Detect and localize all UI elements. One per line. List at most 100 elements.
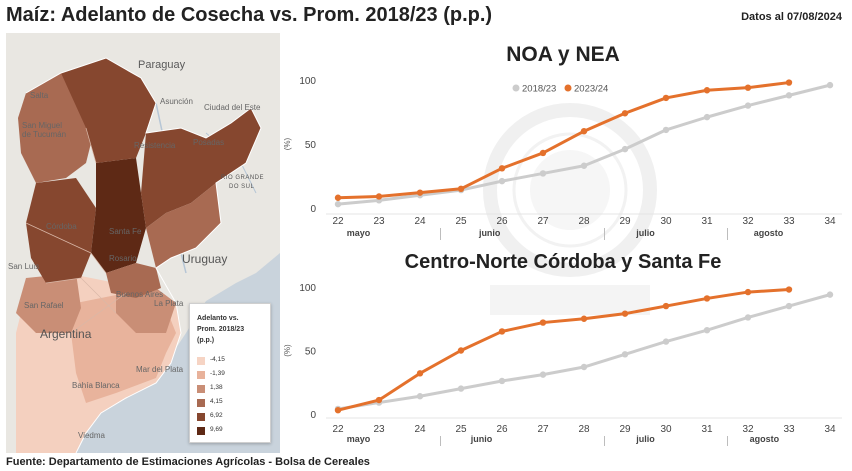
legend-title-line: (p.p.)	[197, 337, 215, 344]
series-line-2018-23	[336, 83, 832, 206]
y-axis-label: (%)	[283, 344, 292, 357]
data-point-2018-23	[539, 170, 547, 177]
month-label: junio	[478, 228, 501, 238]
legend-label: 1,38	[210, 384, 223, 391]
data-point-2018-23	[621, 351, 629, 358]
label-rio-grande: RIO GRANDE	[221, 175, 265, 181]
city-label: Bahía Blanca	[72, 381, 120, 390]
data-point-2023-24	[703, 87, 711, 94]
data-point-2018-23	[744, 314, 752, 321]
data-point-2023-24	[334, 194, 342, 201]
watermark-seal	[483, 103, 657, 315]
label-argentina: Argentina	[40, 327, 92, 341]
data-point-2023-24	[375, 193, 383, 200]
legend-swatch	[197, 413, 205, 421]
city-label: Buenos Aires	[116, 290, 164, 299]
legend-label: 4,15	[210, 398, 223, 405]
y-axis-label: (%)	[283, 137, 292, 150]
legend-title-line: Prom. 2018/23	[197, 326, 245, 333]
y-tick-label: 100	[299, 283, 316, 294]
y-tick-label: 0	[310, 204, 316, 215]
data-point-2023-24	[416, 189, 424, 196]
data-point-2018-23	[744, 102, 752, 109]
x-tick-label: 22	[332, 216, 344, 227]
chart-noa-nea: NOA y NEA (%) 0 50 100 22 23 24 25 26 27 28 29 30 31 32…	[280, 36, 846, 248]
legend-title-line: Adelanto vs.	[197, 315, 239, 322]
data-point-2023-24	[375, 396, 383, 404]
data-point-2018-23	[703, 113, 711, 121]
data-point-2023-24	[580, 128, 588, 135]
y-tick-label: 100	[299, 76, 316, 87]
x-tick-label: 26	[496, 424, 508, 435]
data-point-2018-23	[416, 393, 424, 400]
data-point-2023-24	[498, 165, 506, 172]
city-label: Salta	[30, 91, 49, 100]
data-point-2023-24	[457, 347, 465, 354]
data-point-2018-23	[703, 326, 711, 334]
data-point-2023-24	[662, 302, 670, 310]
city-label: Posadas	[193, 138, 225, 147]
data-point-2018-23	[621, 145, 629, 153]
data-point-2018-23	[457, 385, 465, 392]
city-label: San Miguel de Tucumán	[22, 121, 67, 139]
data-point-2023-24	[621, 310, 629, 317]
x-tick-label: 26	[496, 216, 508, 227]
x-tick-label: 34	[824, 216, 836, 227]
x-tick-label: 23	[373, 424, 385, 435]
series-line-2023-24	[336, 288, 791, 412]
x-tick-label: 28	[578, 216, 590, 227]
legend-swatch	[197, 385, 205, 393]
city-label: Mar del Plata	[136, 365, 184, 374]
footer-source: Fuente: Departamento de Estimaciones Agr…	[6, 456, 370, 468]
x-tick-label: 29	[619, 216, 631, 227]
data-point-2023-24	[498, 328, 506, 335]
data-point-2023-24	[539, 319, 547, 326]
city-label: La Plata	[154, 299, 184, 308]
map-panel[interactable]: Paraguay Uruguay Argentina RIO GRANDE DO…	[6, 33, 280, 453]
x-tick-label: 34	[824, 424, 836, 435]
data-point-2018-23	[785, 302, 793, 310]
map-legend: Adelanto vs. Prom. 2018/23 (p.p.) -4,15 …	[189, 303, 271, 443]
y-tick-label: 0	[310, 410, 316, 421]
data-point-2023-24	[416, 370, 424, 377]
legend-title: Adelanto vs. Prom. 2018/23 (p.p.)	[197, 313, 267, 346]
city-label: Rosario	[109, 254, 137, 263]
label-uruguay: Uruguay	[182, 252, 228, 266]
x-tick-label: 29	[619, 424, 631, 435]
x-tick-label: 31	[701, 216, 713, 227]
header: Maíz: Adelanto de Cosecha vs. Prom. 2018…	[0, 0, 852, 32]
y-tick-label: 50	[305, 140, 317, 151]
data-point-2023-24	[785, 79, 793, 86]
x-tick-label: 24	[414, 424, 426, 435]
data-point-2018-23	[539, 371, 547, 378]
city-label: Resistencia	[134, 141, 176, 150]
data-point-2023-24	[744, 84, 752, 91]
x-tick-label: 24	[414, 216, 426, 227]
x-tick-label: 30	[660, 216, 672, 227]
data-point-2023-24	[662, 94, 670, 102]
city-label: San Luis	[8, 262, 40, 271]
data-point-2023-24	[457, 185, 465, 192]
city-label: Asunción	[160, 97, 193, 106]
city-label: San Rafael	[24, 301, 64, 310]
legend-marker	[564, 84, 572, 92]
legend-swatch	[197, 371, 205, 379]
month-label: agosto	[754, 228, 784, 238]
legend-label: 2023/24	[574, 84, 608, 95]
x-tick-label: 25	[455, 424, 467, 435]
data-point-2018-23	[580, 363, 588, 371]
chart-title: Centro-Norte Córdoba y Santa Fe	[405, 251, 722, 273]
data-point-2018-23	[826, 81, 834, 89]
x-tick-label: 27	[537, 424, 549, 435]
city-label: Ciudad del Este	[204, 103, 261, 112]
data-date: Datos al 07/08/2024	[741, 11, 842, 23]
month-label: julio	[635, 228, 655, 238]
data-point-2018-23	[826, 291, 834, 298]
city-label: Santa Fe	[109, 227, 142, 236]
data-point-2018-23	[785, 92, 793, 99]
data-point-2023-24	[580, 315, 588, 322]
month-label: junio	[470, 434, 493, 444]
series-line-2018-23	[336, 293, 832, 411]
x-tick-label: 27	[537, 216, 549, 227]
data-point-2018-23	[662, 338, 670, 345]
